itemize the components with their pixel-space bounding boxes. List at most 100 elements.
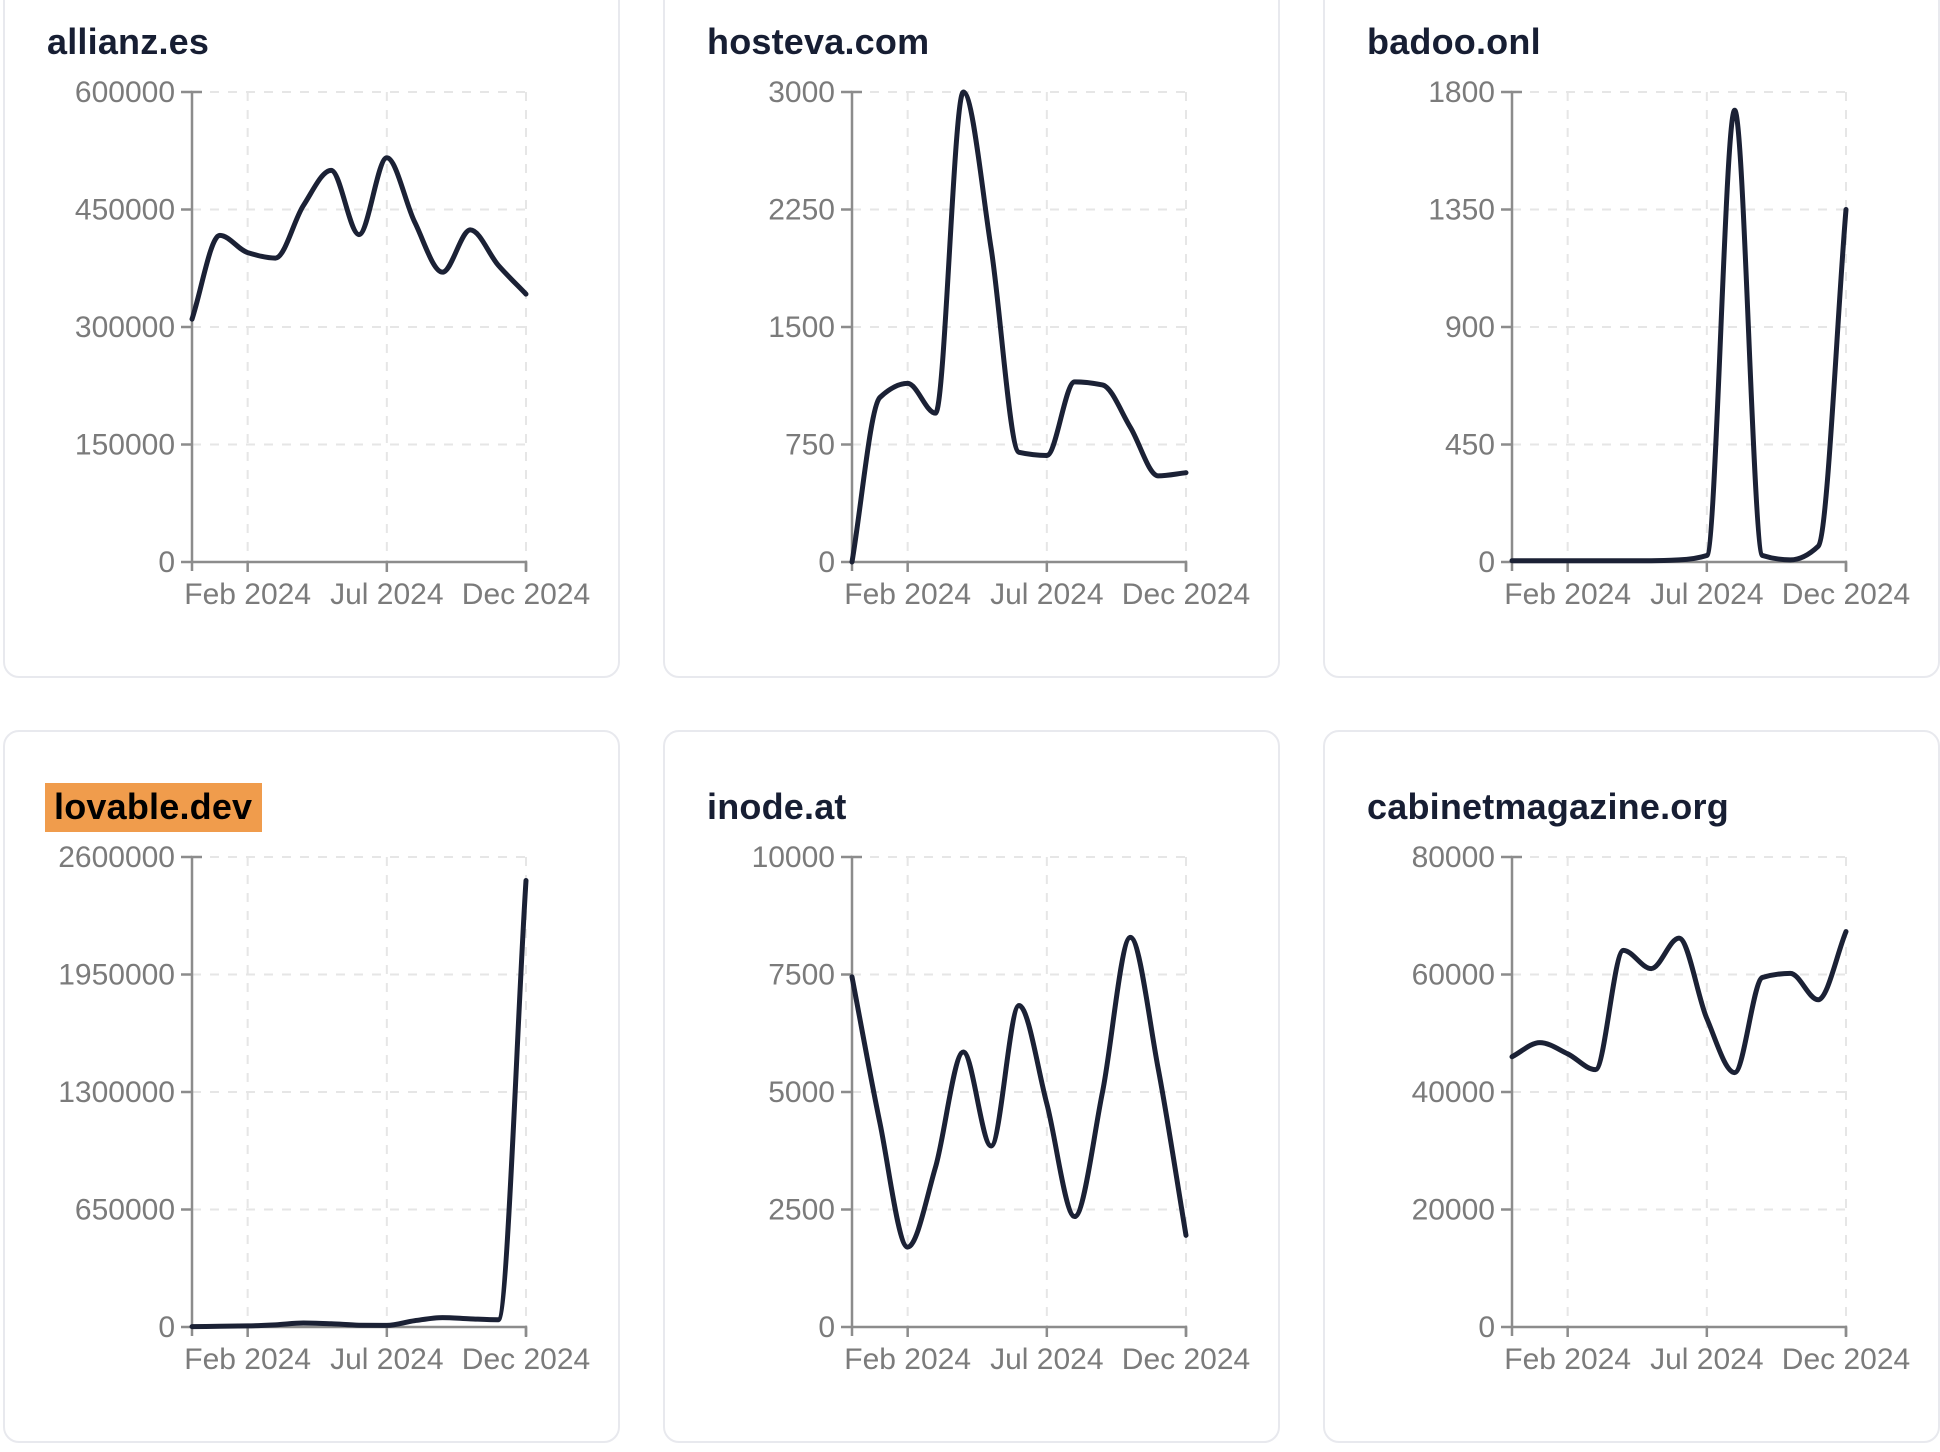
card-title: allianz.es [45, 22, 618, 62]
y-tick-label: 7500 [768, 959, 835, 992]
card-inode-at[interactable]: inode.at 0 2500 5000 7500 10000 Feb 2024 Jul 2… [663, 730, 1280, 1443]
gridlines [192, 91, 527, 562]
y-tick-label: 0 [158, 546, 175, 579]
x-tick-label: Dec 2024 [1782, 1343, 1910, 1376]
card-hosteva-com[interactable]: hosteva.com 0 750 1500 2250 3000 Feb 2024 Jul … [663, 0, 1280, 678]
axes [1501, 855, 1848, 1337]
y-tick-label: 2500 [768, 1194, 835, 1227]
x-tick-label: Feb 2024 [844, 1343, 971, 1376]
y-tick-label: 1800 [1428, 76, 1495, 109]
x-tick-label: Jul 2024 [330, 578, 443, 611]
x-tick-label: Feb 2024 [844, 578, 971, 611]
y-tick-label: 900 [1445, 311, 1495, 344]
traffic-line-chart: 0 2500 5000 7500 10000 Feb 2024 Jul 2024 Dec 20… [752, 841, 1251, 1376]
tick-labels: 0 20000 40000 60000 80000 Feb 2024 Jul 2024 Dec… [1412, 841, 1911, 1376]
x-tick-label: Dec 2024 [1782, 578, 1910, 611]
y-tick-label: 0 [1478, 546, 1495, 579]
domain-title: hosteva.com [707, 21, 930, 62]
card-lovable-dev[interactable]: lovable.dev 0 650000 1300000 1950000 2600000… [3, 730, 620, 1443]
card-title: badoo.onl [1365, 22, 1938, 62]
y-tick-label: 0 [1478, 1311, 1495, 1344]
axes [841, 90, 1188, 572]
y-axis [190, 855, 202, 1336]
x-axis [852, 560, 1188, 571]
gridlines [1512, 91, 1847, 562]
y-tick-label: 2250 [768, 194, 835, 227]
x-tick-label: Jul 2024 [990, 1343, 1103, 1376]
y-axis [190, 90, 202, 571]
x-tick-label: Dec 2024 [1122, 1343, 1250, 1376]
series-line [849, 89, 1189, 565]
y-tick-label: 5000 [768, 1076, 835, 1109]
series-line [1509, 929, 1849, 1076]
y-axis [850, 855, 862, 1336]
y-tick-label: 450 [1445, 429, 1495, 462]
card-cabinetmagazine-org[interactable]: cabinetmagazine.org 0 20000 40000 60000 8000… [1323, 730, 1940, 1443]
y-tick-label: 0 [158, 1311, 175, 1344]
x-tick-label: Feb 2024 [184, 578, 311, 611]
y-tick-label: 1500 [768, 311, 835, 344]
x-axis [1512, 560, 1848, 571]
y-tick-label: 10000 [752, 841, 835, 874]
x-tick-label: Dec 2024 [462, 1343, 590, 1376]
y-tick-label: 60000 [1412, 959, 1495, 992]
y-tick-label: 2600000 [58, 841, 175, 874]
axes [181, 90, 528, 572]
domain-title-highlighted: lovable.dev [45, 783, 263, 832]
y-tick-label: 80000 [1412, 841, 1495, 874]
gridlines [852, 91, 1187, 562]
card-badoo-onl[interactable]: badoo.onl 0 450 900 1350 1800 Feb 2024 Jul 202… [1323, 0, 1940, 678]
domain-title: inode.at [707, 786, 847, 827]
x-tick-label: Feb 2024 [184, 1343, 311, 1376]
series-line [1509, 107, 1849, 564]
x-tick-label: Jul 2024 [990, 578, 1103, 611]
y-axis [1510, 855, 1522, 1336]
tick-labels: 0 650000 1300000 1950000 2600000 Feb 2024 Jul … [58, 841, 590, 1376]
series-line [189, 878, 529, 1330]
y-tick-label: 0 [818, 546, 835, 579]
axes [181, 855, 528, 1337]
series-line [189, 155, 529, 322]
gridlines [852, 856, 1187, 1327]
y-tick-label: 1300000 [58, 1076, 175, 1109]
tick-labels: 0 750 1500 2250 3000 Feb 2024 Jul 2024 Dec 2024 [768, 76, 1250, 611]
domain-title: allianz.es [47, 21, 210, 62]
traffic-line-chart: 0 650000 1300000 1950000 2600000 Feb 2024 Jul … [58, 841, 590, 1376]
x-tick-label: Feb 2024 [1504, 1343, 1631, 1376]
x-tick-label: Dec 2024 [1122, 578, 1250, 611]
card-title: lovable.dev [45, 783, 618, 832]
x-tick-label: Jul 2024 [330, 1343, 443, 1376]
domain-title: badoo.onl [1367, 21, 1541, 62]
axes [841, 855, 1188, 1337]
traffic-line-chart: 0 150000 300000 450000 600000 Feb 2024 Jul 202… [75, 76, 590, 611]
y-tick-label: 1350 [1428, 194, 1495, 227]
y-tick-label: 600000 [75, 76, 175, 109]
y-tick-label: 150000 [75, 429, 175, 462]
traffic-line-chart: 0 20000 40000 60000 80000 Feb 2024 Jul 2024 Dec… [1412, 841, 1911, 1376]
x-tick-label: Dec 2024 [462, 578, 590, 611]
traffic-line-chart: 0 450 900 1350 1800 Feb 2024 Jul 2024 Dec 2024 [1428, 76, 1910, 611]
y-tick-label: 20000 [1412, 1194, 1495, 1227]
card-title: hosteva.com [705, 22, 1278, 62]
y-tick-label: 0 [818, 1311, 835, 1344]
y-tick-label: 40000 [1412, 1076, 1495, 1109]
y-tick-label: 750 [785, 429, 835, 462]
axes [1501, 90, 1848, 572]
card-allianz-es[interactable]: allianz.es 0 150000 300000 450000 600000 Feb … [3, 0, 620, 678]
y-tick-label: 650000 [75, 1194, 175, 1227]
card-title: cabinetmagazine.org [1365, 787, 1938, 827]
tick-labels: 0 450 900 1350 1800 Feb 2024 Jul 2024 Dec 2024 [1428, 76, 1910, 611]
x-tick-label: Feb 2024 [1504, 578, 1631, 611]
gridlines [192, 856, 527, 1327]
x-axis [852, 1325, 1188, 1336]
traffic-line-chart: 0 750 1500 2250 3000 Feb 2024 Jul 2024 Dec 2024 [768, 76, 1250, 611]
y-tick-label: 450000 [75, 194, 175, 227]
x-tick-label: Jul 2024 [1650, 578, 1763, 611]
series-line [849, 934, 1189, 1250]
x-axis [1512, 1325, 1848, 1336]
y-axis [1510, 90, 1522, 571]
y-tick-label: 1950000 [58, 959, 175, 992]
x-axis [192, 560, 528, 571]
charts-grid: allianz.es 0 150000 300000 450000 600000 Feb … [3, 0, 1940, 1443]
gridlines [1512, 856, 1847, 1327]
